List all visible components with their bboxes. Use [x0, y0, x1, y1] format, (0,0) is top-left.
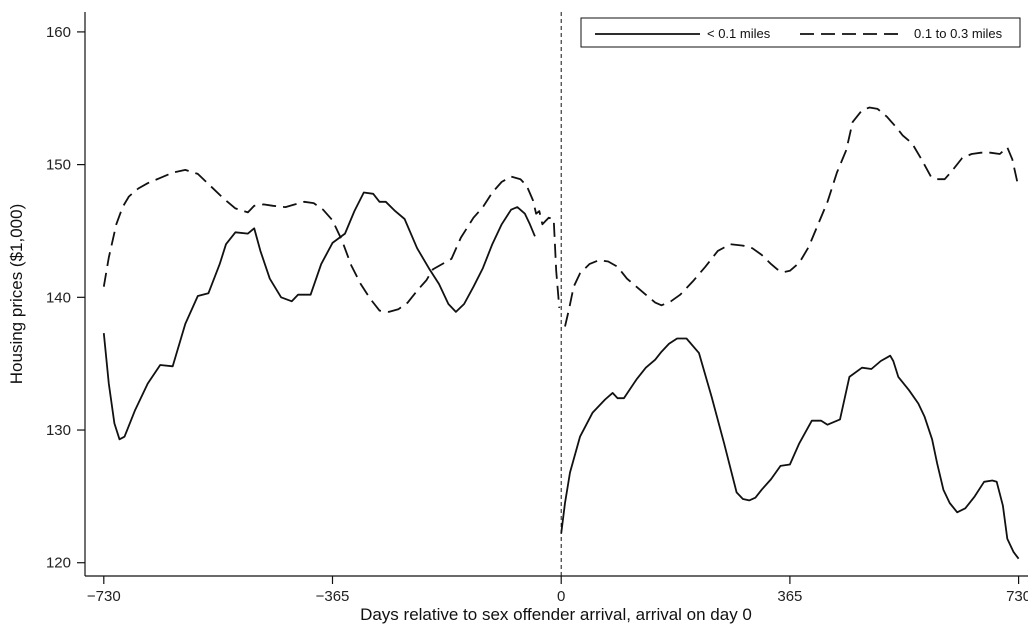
x-tick-label: 0	[557, 588, 565, 605]
series-line-0-1-to-0-3-miles-segment-1	[102, 169, 561, 313]
series-line-under-0-1-miles-segment-2	[560, 337, 1020, 560]
y-axis-title: Housing prices ($1,000)	[7, 204, 26, 384]
legend-box	[580, 17, 1021, 48]
x-tick-label: −730	[87, 588, 121, 605]
legend-label-under-0-1-miles: < 0.1 miles	[707, 26, 771, 41]
y-tick-label: 130	[46, 422, 71, 439]
y-tick-label: 140	[46, 289, 71, 306]
x-axis-title: Days relative to sex offender arrival, a…	[360, 605, 752, 624]
y-tick-label: 150	[46, 157, 71, 174]
y-tick-label: 120	[46, 555, 71, 572]
x-tick-label: −365	[316, 588, 350, 605]
series-line-0-1-to-0-3-miles-segment-2	[564, 106, 1020, 327]
x-tick-label: 730	[1006, 588, 1028, 605]
x-axis-ticks: −730 −365 0 365 730	[87, 576, 1028, 605]
series-line-under-0-1-miles-segment-1	[102, 191, 536, 441]
y-axis-ticks: 120 130 140 150 160	[46, 24, 85, 572]
legend-label-0-1-to-0-3-miles: 0.1 to 0.3 miles	[914, 26, 1003, 41]
legend: < 0.1 miles 0.1 to 0.3 miles	[580, 17, 1021, 48]
x-tick-label: 365	[777, 588, 802, 605]
series-layer	[102, 106, 1020, 560]
y-tick-label: 160	[46, 24, 71, 41]
